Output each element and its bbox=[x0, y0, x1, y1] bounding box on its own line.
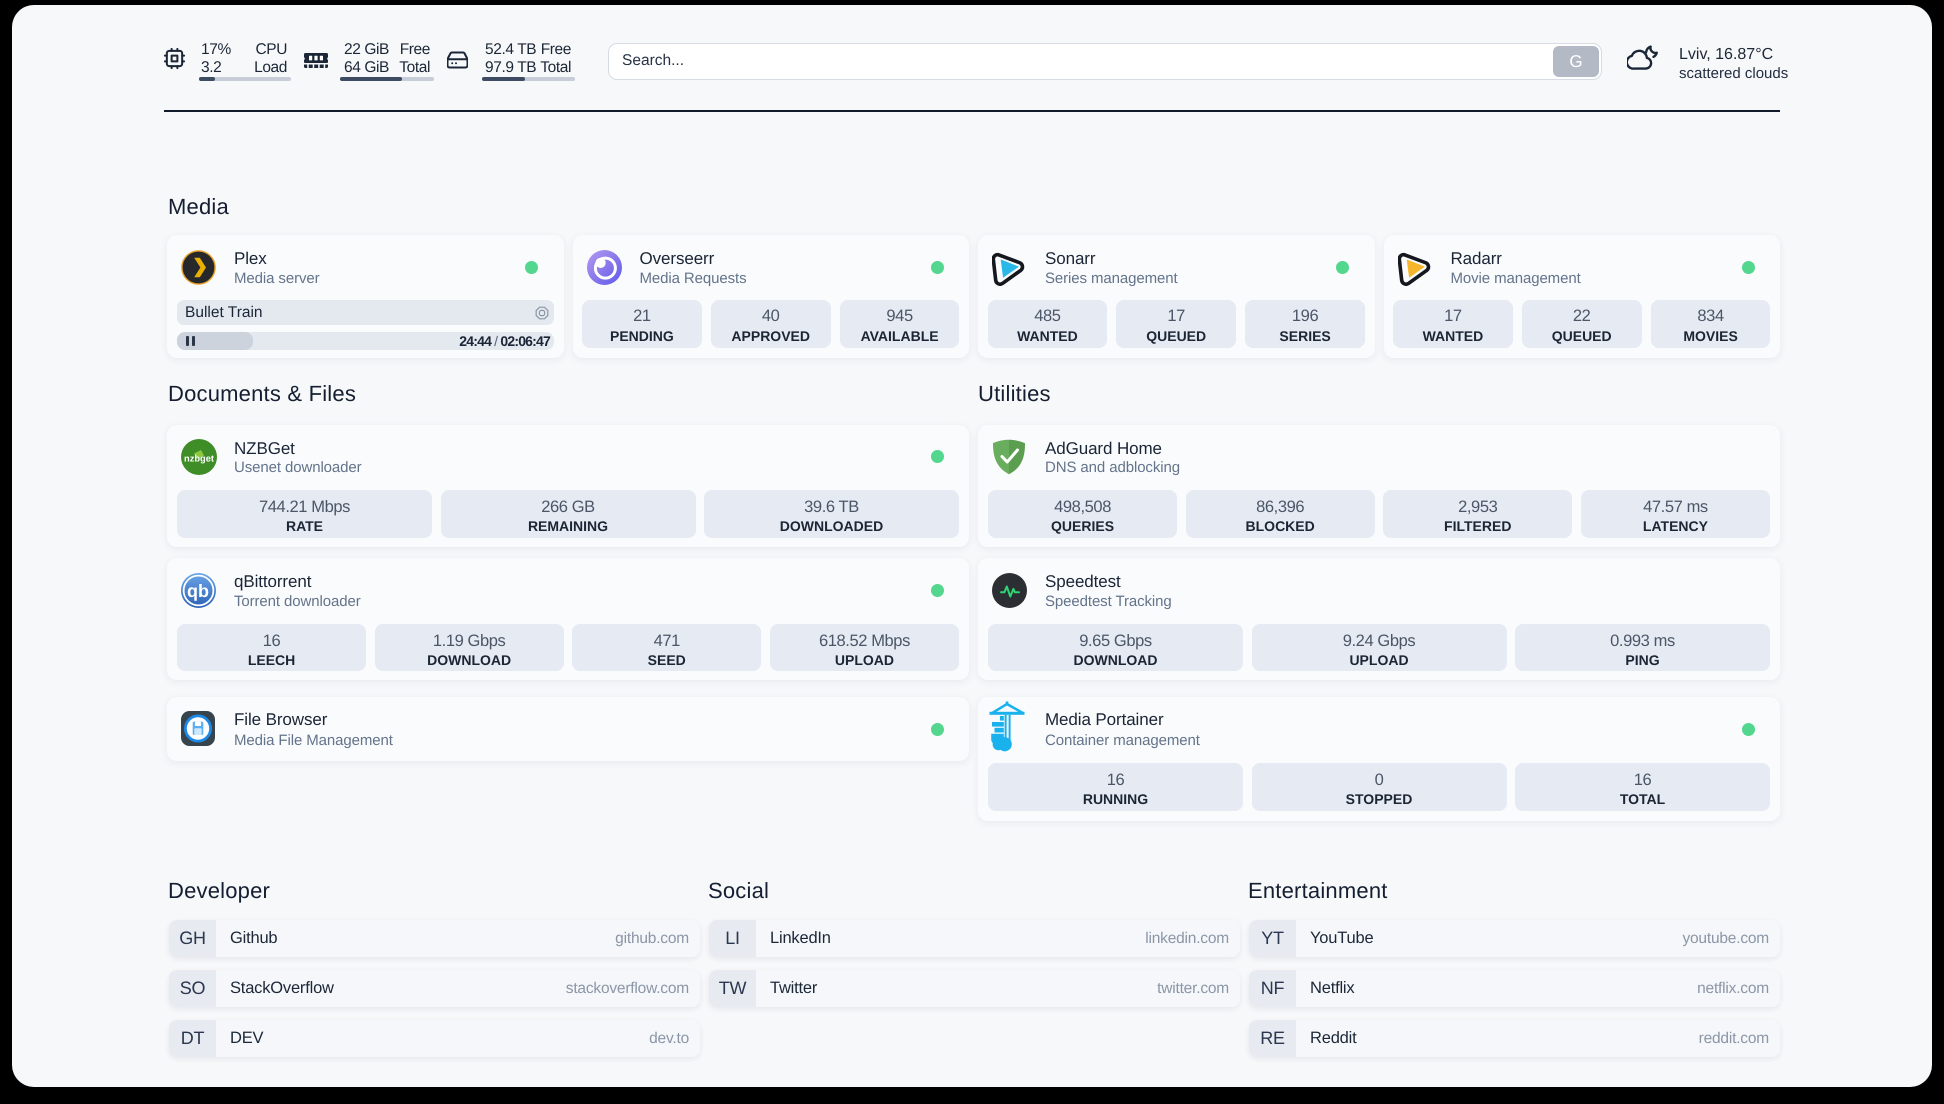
svg-text:nzbget: nzbget bbox=[184, 454, 214, 464]
svg-text:qb: qb bbox=[187, 581, 209, 601]
